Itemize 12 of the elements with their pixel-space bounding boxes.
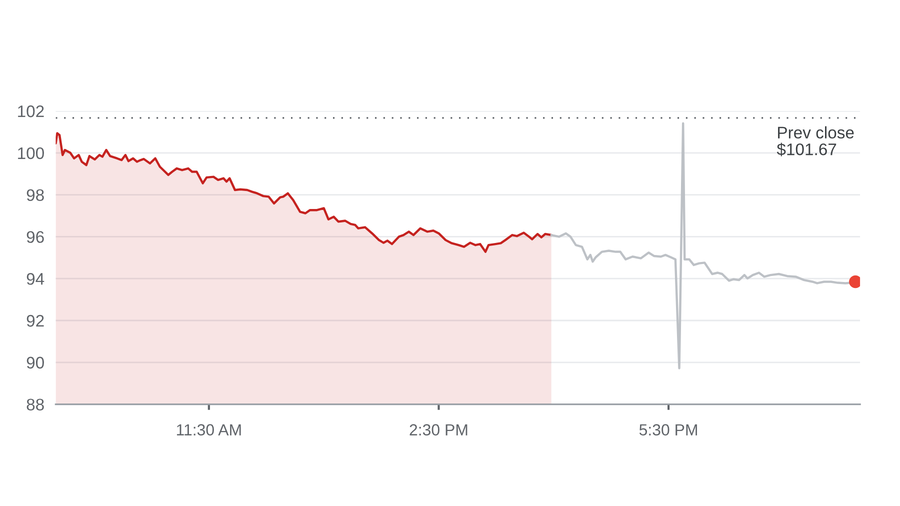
y-tick-label: 96: [26, 231, 44, 243]
y-tick-label: 102: [18, 105, 44, 118]
x-tick-label: 5:30 PM: [639, 424, 697, 436]
y-tick-label: 92: [26, 314, 44, 327]
y-tick-label: 88: [26, 398, 44, 410]
ref-line-label: Prev close $101.67: [776, 126, 854, 156]
x-tick-label: 2:30 PM: [410, 424, 468, 436]
y-tick-label: 98: [26, 189, 44, 202]
y-tick-label: 90: [26, 356, 44, 369]
x-tick-label: 11:30 AM: [176, 424, 241, 436]
y-tick-label: 100: [18, 147, 44, 160]
y-tick-label: 94: [26, 273, 44, 285]
